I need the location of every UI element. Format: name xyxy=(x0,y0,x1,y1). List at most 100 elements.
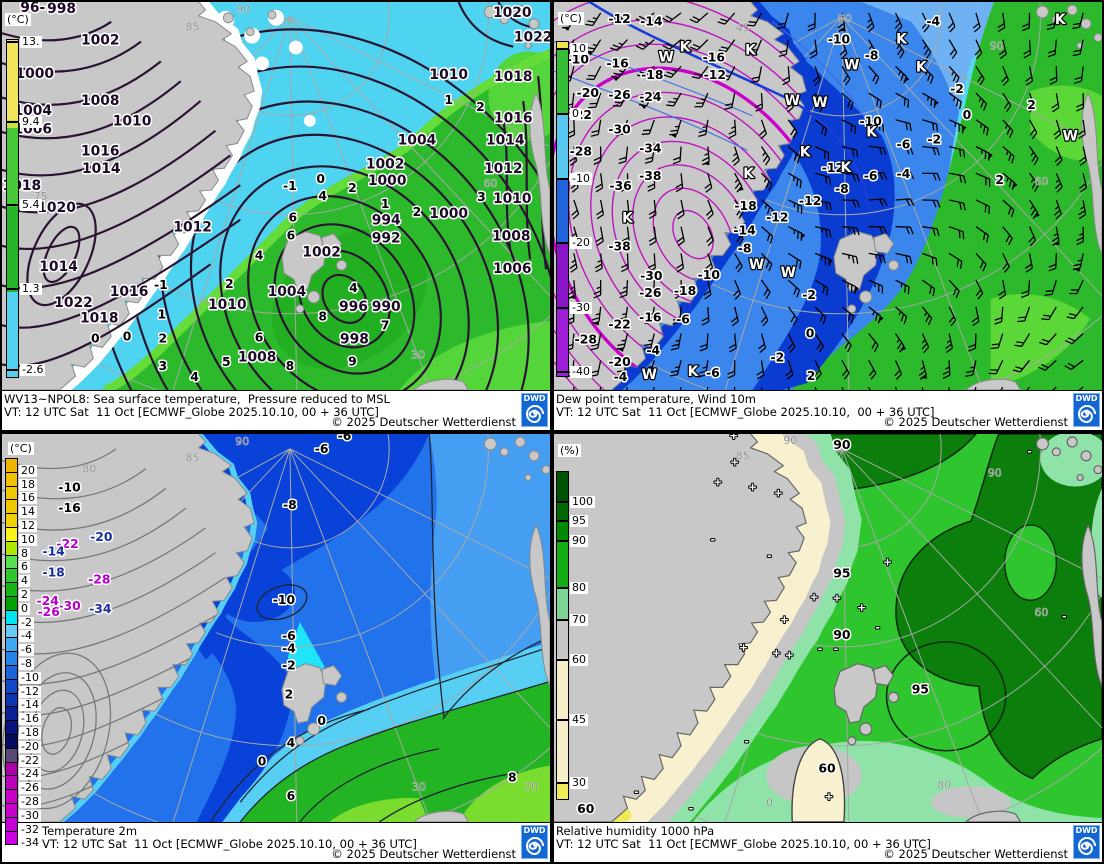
panel-title: Relative humidity 1000 hPa xyxy=(556,824,715,838)
svg-text:1: 1 xyxy=(158,307,167,322)
svg-text:-12: -12 xyxy=(608,11,630,26)
svg-text:-10: -10 xyxy=(698,267,721,282)
svg-text:1014: 1014 xyxy=(82,161,121,177)
svg-text:-26: -26 xyxy=(608,87,630,102)
svg-text:992: 992 xyxy=(372,231,401,247)
valid-time: VT: 12 UTC Sat 11 Oct [ECMWF_Globe 2025.… xyxy=(4,405,379,419)
svg-text:-2: -2 xyxy=(950,81,964,96)
svg-text:0: 0 xyxy=(806,326,815,341)
svg-text:K: K xyxy=(1055,12,1067,28)
svg-text:+: + xyxy=(832,591,841,604)
svg-text:90: 90 xyxy=(988,467,1002,480)
svg-text:-6: -6 xyxy=(315,441,329,456)
svg-text:8: 8 xyxy=(508,769,517,784)
svg-text:30: 30 xyxy=(412,780,426,793)
svg-text:998: 998 xyxy=(47,2,76,17)
svg-text:60: 60 xyxy=(1035,175,1049,188)
svg-text:+: + xyxy=(713,475,722,488)
svg-text:6: 6 xyxy=(255,330,264,345)
svg-text:2: 2 xyxy=(225,276,234,291)
copyright: © 2025 Deutscher Wetterdienst xyxy=(883,847,1068,861)
svg-text:5: 5 xyxy=(222,354,231,369)
svg-text:1014: 1014 xyxy=(39,259,78,275)
svg-text:3: 3 xyxy=(477,189,486,204)
svg-text:1: 1 xyxy=(444,92,453,107)
svg-text:-12: -12 xyxy=(766,210,788,225)
svg-text:-18: -18 xyxy=(734,198,756,213)
panel-sst-mslp: 96- 998 1002 1000 1004 1006 1008 1010 1016 1014 10… xyxy=(0,0,552,432)
svg-text:2: 2 xyxy=(995,172,1004,187)
svg-text:-12: -12 xyxy=(704,67,726,82)
svg-text:1004: 1004 xyxy=(398,133,437,149)
caption-sst: WV13~NPOL8: Sea surface temperature, Pre… xyxy=(2,390,550,430)
svg-text:+: + xyxy=(810,590,819,603)
svg-text:60: 60 xyxy=(577,801,595,816)
svg-text:-18: -18 xyxy=(641,67,663,82)
svg-text:-: - xyxy=(689,802,694,815)
svg-text:1020: 1020 xyxy=(37,200,76,216)
svg-text:W: W xyxy=(1063,129,1078,145)
wind-barbs xyxy=(561,12,1088,390)
svg-text:-10: -10 xyxy=(828,32,851,47)
svg-text:-10: -10 xyxy=(273,592,296,607)
svg-text:-16: -16 xyxy=(703,49,725,64)
svg-text:-: - xyxy=(634,785,639,798)
caption-dewpoint: Dew point temperature, Wind 10m VT: 12 U… xyxy=(554,390,1102,430)
svg-text:+: + xyxy=(772,647,781,660)
svg-text:-22: -22 xyxy=(56,536,78,551)
svg-text:1008: 1008 xyxy=(81,93,120,109)
svg-text:-6: -6 xyxy=(282,628,296,643)
svg-text:1000: 1000 xyxy=(15,66,54,82)
svg-text:-: - xyxy=(1027,445,1032,458)
svg-text:-38: -38 xyxy=(608,238,630,253)
svg-text:-10: -10 xyxy=(567,51,590,66)
svg-text:85: 85 xyxy=(186,452,200,465)
svg-text:-6: -6 xyxy=(676,312,690,327)
svg-text:W: W xyxy=(812,95,827,111)
dwd-logo: DWD xyxy=(521,825,548,859)
svg-text:-: - xyxy=(744,735,749,748)
svg-text:-4: -4 xyxy=(614,369,628,384)
svg-text:8: 8 xyxy=(286,358,295,373)
svg-text:1008: 1008 xyxy=(492,229,531,245)
svg-text:-2: -2 xyxy=(802,287,816,302)
svg-text:90: 90 xyxy=(838,12,852,25)
caption-t2m: Temperature 2m VT: 12 UTC Sat 11 Oct [EC… xyxy=(2,822,550,862)
svg-text:-16: -16 xyxy=(58,500,80,515)
dwd-logo: DWD xyxy=(521,393,548,427)
svg-text:1000: 1000 xyxy=(429,206,468,222)
svg-text:30: 30 xyxy=(411,348,425,361)
svg-text:+: + xyxy=(857,601,866,614)
map-dewpoint-wind: -12 -14-16-18-20 -26 -24-22-30-34-28-38-32-… xyxy=(554,2,1102,390)
svg-text:+: + xyxy=(824,790,833,803)
svg-text:-32: -32 xyxy=(570,170,592,185)
svg-text:1002: 1002 xyxy=(81,33,120,49)
panel-relative-humidity: 90 95 90 95 60 60 90 85 90 60 0 80 + + + + + + + + + + + + + + - - -… xyxy=(552,432,1104,864)
svg-text:K: K xyxy=(743,166,755,182)
svg-text:85: 85 xyxy=(736,450,750,463)
svg-text:0: 0 xyxy=(258,754,267,769)
svg-text:-2: -2 xyxy=(927,132,941,147)
svg-text:1000: 1000 xyxy=(368,173,407,189)
svg-text:6: 6 xyxy=(287,228,296,243)
svg-text:-: - xyxy=(875,621,880,634)
svg-text:+: + xyxy=(774,486,783,499)
svg-text:+: + xyxy=(730,456,739,469)
svg-text:-1: -1 xyxy=(154,277,168,292)
svg-text:-4: -4 xyxy=(926,14,940,29)
svg-text:-20: -20 xyxy=(90,529,113,544)
svg-text:-16: -16 xyxy=(606,55,628,70)
panel-title: WV13~NPOL8: Sea surface temperature, Pre… xyxy=(4,392,390,406)
svg-text:2: 2 xyxy=(1027,97,1036,112)
svg-text:1018: 1018 xyxy=(80,311,119,327)
map-sst-mslp: 96- 9981002100010041006100810101016101410… xyxy=(2,2,550,390)
svg-text:1004: 1004 xyxy=(13,103,52,119)
svg-text:K: K xyxy=(800,144,812,160)
panel-title: Dew point temperature, Wind 10m xyxy=(556,392,756,406)
panel-dewpoint-wind: -12 -14 -16 -18 -20 -26 -24 -22 -30 -34 -28 -38 -32-… xyxy=(552,0,1104,432)
svg-text:1012: 1012 xyxy=(173,220,212,236)
svg-text:K: K xyxy=(745,42,757,58)
svg-text:0: 0 xyxy=(963,107,972,122)
svg-text:-34: -34 xyxy=(89,601,112,616)
svg-text:+: + xyxy=(883,556,892,569)
